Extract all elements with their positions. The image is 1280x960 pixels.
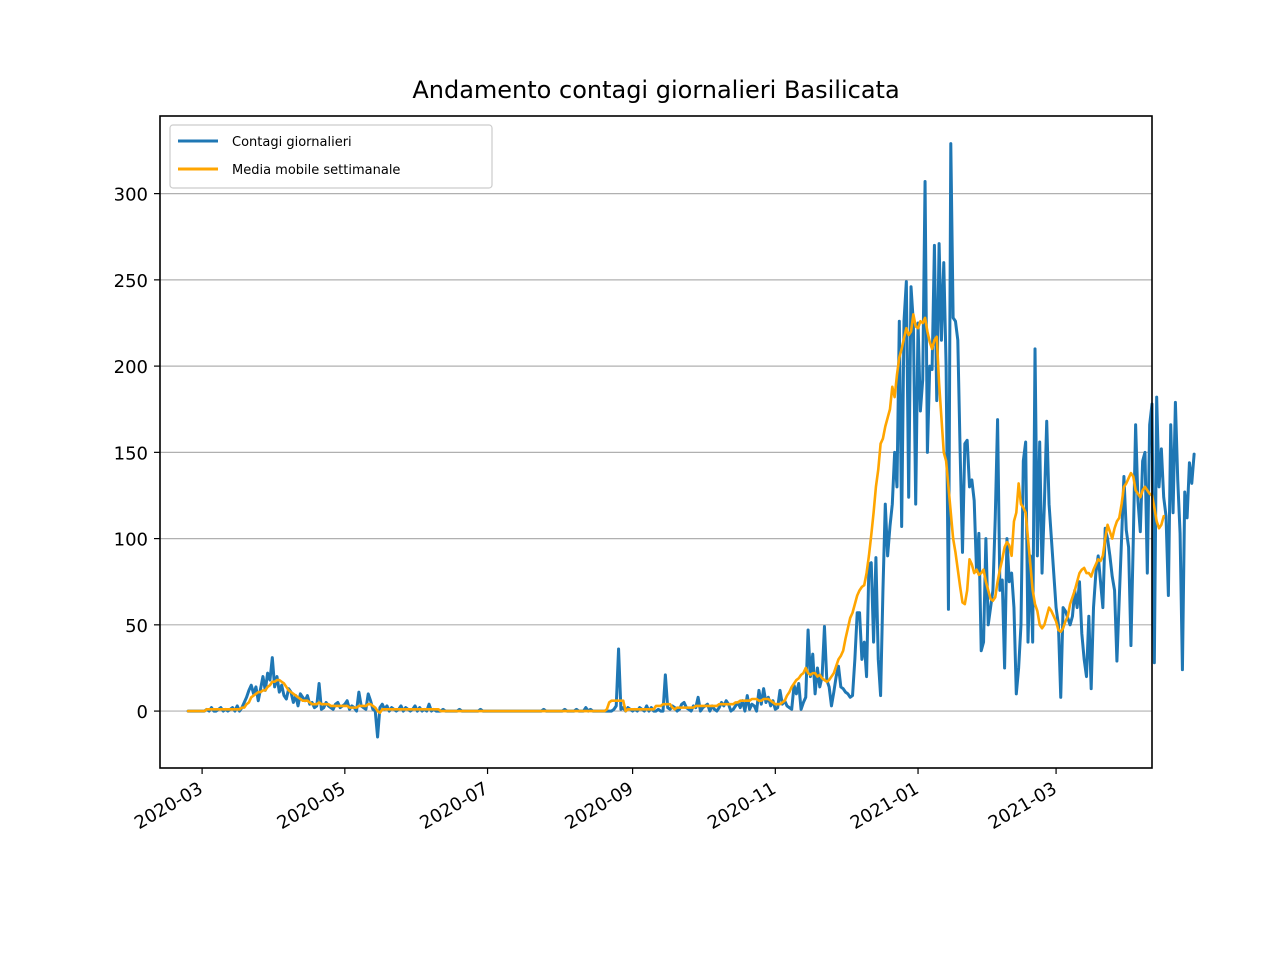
y-tick-label: 200 (114, 357, 148, 378)
plot-frame (159, 115, 1153, 769)
y-axis: 0 50 100 150 200 250 300 (114, 185, 160, 723)
y-tick-label: 300 (114, 185, 148, 206)
legend-label-media-mobile: Media mobile settimanale (232, 163, 400, 178)
x-tick-label: 2020-03 (131, 778, 207, 834)
y-tick-label: 0 (137, 702, 148, 723)
series-line-contagi (186, 142, 1196, 739)
y-tick-label: 150 (114, 443, 148, 464)
legend: Contagi giornalieri Media mobile settima… (169, 124, 493, 189)
legend-label-contagi: Contagi giornalieri (232, 135, 352, 150)
chart-title: Andamento contagi giornalieri Basilicata (412, 76, 899, 104)
series-line-media-mobile (186, 313, 1165, 715)
grid (160, 193, 1152, 712)
legend-box (169, 124, 493, 189)
x-tick-label: 2020-07 (416, 778, 492, 834)
x-tick-label: 2021-03 (985, 778, 1061, 834)
x-axis: 2020-03 2020-05 2020-07 2020-09 2020-11 2021-… (131, 768, 1061, 834)
x-tick-label: 2020-11 (704, 778, 780, 834)
x-tick-label: 2020-09 (561, 778, 637, 834)
y-tick-label: 50 (125, 616, 148, 637)
y-tick-label: 100 (114, 530, 148, 551)
x-tick-label: 2021-01 (847, 778, 923, 834)
series-lines (186, 142, 1196, 739)
x-tick-label: 2020-05 (274, 778, 350, 834)
y-tick-label: 250 (114, 271, 148, 292)
